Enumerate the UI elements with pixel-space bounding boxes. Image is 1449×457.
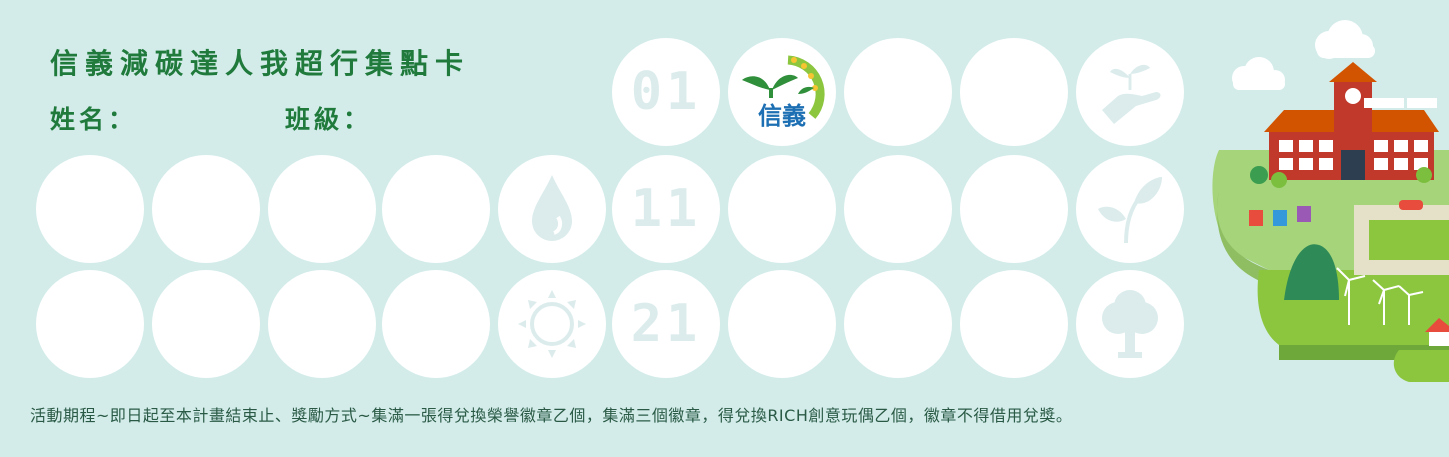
stamp-circle[interactable]: [844, 38, 952, 146]
cloud-icon: [1232, 20, 1375, 90]
stamp-circle[interactable]: [1076, 38, 1184, 146]
logo-text: 信義: [758, 102, 806, 130]
stamp-circle[interactable]: 11: [612, 155, 720, 263]
water-drop-icon: [532, 175, 572, 241]
stamp-circle[interactable]: [960, 155, 1068, 263]
stamp-circle[interactable]: [728, 270, 836, 378]
hand-plant-icon: [1102, 64, 1161, 124]
stamp-circle[interactable]: [1076, 270, 1184, 378]
stamp-circle[interactable]: [498, 155, 606, 263]
stamp-circle[interactable]: [960, 270, 1068, 378]
stamp-circle[interactable]: [844, 155, 952, 263]
stamp-number-01: 01: [630, 62, 702, 122]
stamp-circle[interactable]: [960, 38, 1068, 146]
stamp-circle[interactable]: [152, 155, 260, 263]
stamp-circle[interactable]: [36, 155, 144, 263]
stamp-circle[interactable]: [844, 270, 952, 378]
eco-school-illustration: [1212, 20, 1449, 382]
stamp-circle[interactable]: [36, 270, 144, 378]
sun-icon: [518, 290, 586, 358]
stamp-circle[interactable]: [382, 270, 490, 378]
tree-icon: [1102, 290, 1158, 358]
stamp-circle[interactable]: [498, 270, 606, 378]
footer-note: 活動期程~即日起至本計畫結束止、獎勵方式~集滿一張得兌換榮譽徽章乙個，集滿三個徽…: [30, 406, 1073, 425]
stamp-circle[interactable]: 01: [612, 38, 720, 146]
school-logo-icon: [742, 55, 825, 119]
stamp-circle[interactable]: [268, 270, 376, 378]
stamp-circle[interactable]: 21: [612, 270, 720, 378]
leaves-icon: [1098, 177, 1162, 244]
stamp-circle[interactable]: [152, 270, 260, 378]
stamp-circle[interactable]: [268, 155, 376, 263]
name-label: 姓名：: [50, 105, 138, 134]
school-logo-stamp: 信義: [728, 38, 836, 146]
stamp-number-11: 11: [630, 179, 702, 239]
stamp-circle[interactable]: [382, 155, 490, 263]
page-title: 信義減碳達人我超行集點卡: [50, 47, 471, 80]
stamp-circle[interactable]: [1076, 155, 1184, 263]
stamp-circle[interactable]: [728, 155, 836, 263]
stamp-number-21: 21: [630, 294, 702, 354]
class-label: 班級：: [285, 105, 373, 134]
